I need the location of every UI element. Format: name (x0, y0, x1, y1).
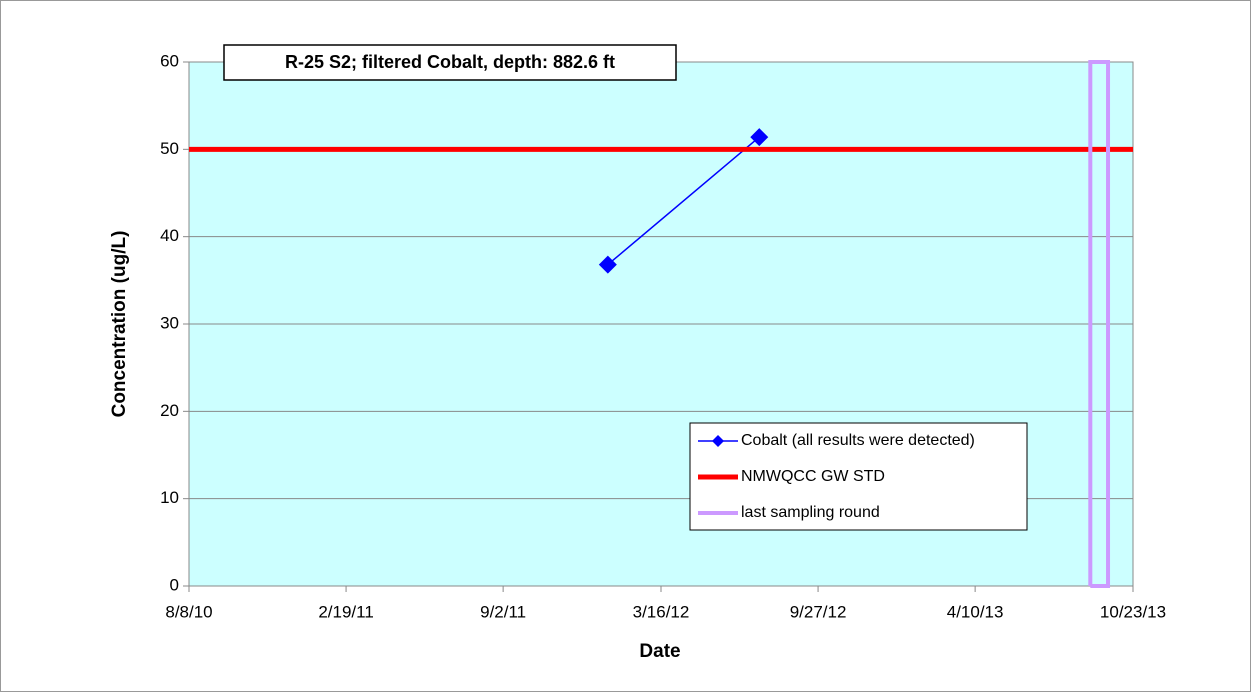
title-box (223, 44, 677, 81)
y-tick-label: 40 (160, 226, 179, 245)
y-tick-label: 0 (170, 575, 179, 594)
legend-label: Cobalt (all results were detected) (741, 432, 975, 449)
series-line (1088, 60, 1111, 588)
x-tick-label: 9/27/12 (790, 602, 847, 621)
data-point (598, 255, 617, 274)
y-tick-label: 60 (160, 51, 179, 70)
legend-label: NMWQCC GW STD (741, 468, 885, 485)
legend-label: last sampling round (741, 504, 880, 521)
data-point (750, 128, 769, 147)
x-axis-label: Date (639, 641, 680, 662)
x-tick-label: 2/19/11 (318, 602, 373, 621)
series-line (607, 136, 760, 266)
x-tick-label: 10/23/13 (1100, 602, 1166, 621)
legend-box (689, 422, 1028, 531)
y-tick-label: 50 (160, 139, 179, 158)
legend-marker (712, 435, 724, 447)
x-tick-label: 4/10/13 (947, 602, 1004, 621)
x-tick-label: 8/8/10 (165, 602, 212, 621)
y-tick-label: 20 (160, 401, 179, 420)
y-tick-label: 10 (160, 488, 179, 507)
y-axis-label: Concentration (ug/L) (109, 231, 130, 418)
x-tick-label: 9/2/11 (480, 602, 526, 621)
chart-title: R-25 S2; filtered Cobalt, depth: 882.6 f… (285, 52, 615, 72)
x-tick-label: 3/16/12 (633, 602, 690, 621)
y-tick-label: 30 (160, 313, 179, 332)
